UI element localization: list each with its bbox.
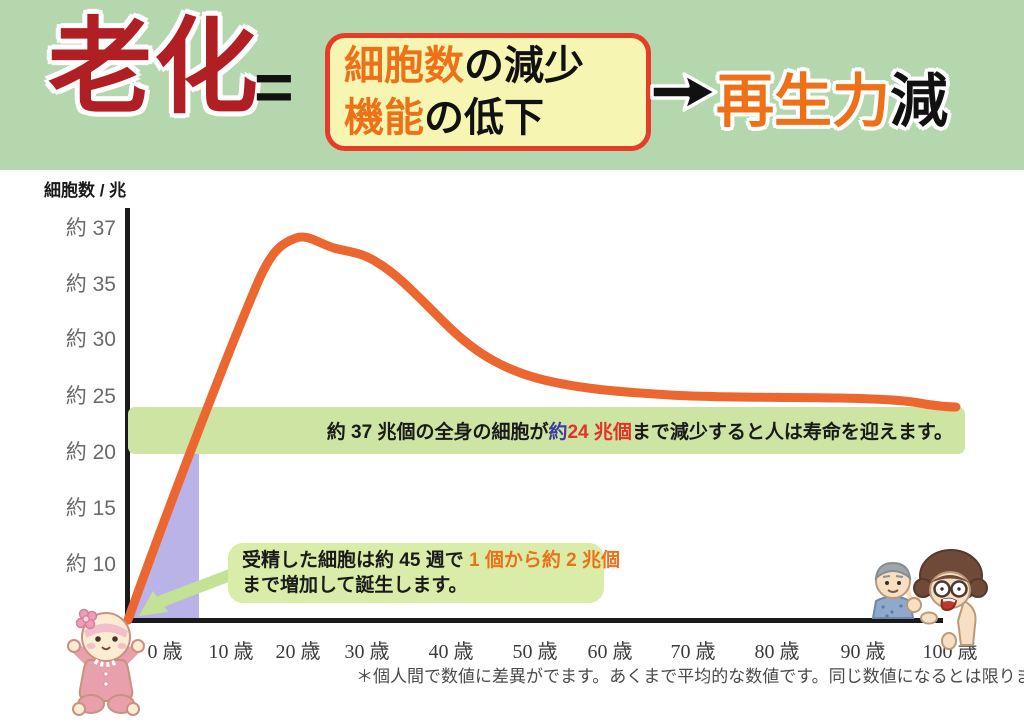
lifespan-band: 約 37 兆個の全身の細胞が約 24 兆個 まで減少すると人は寿命を迎えます。 [128, 407, 965, 454]
grandpa-figure [871, 561, 924, 619]
definition-line-1-rest: の減少 [464, 44, 584, 88]
callout-line-2: まで増加して誕生します。 [242, 573, 590, 598]
x-tick-50: 50 歳 [512, 641, 558, 663]
callout-line-1-black: 受精した細胞は約 45 週で [242, 550, 469, 571]
x-tick-100: 100 歳 [922, 641, 978, 663]
right-arrow-icon [650, 72, 718, 112]
y-tick-37: 約 37 [65, 217, 116, 240]
page-title: 老化 [48, 10, 261, 126]
definition-line-2-highlight: 機能 [344, 96, 424, 140]
definition-box: 細胞数の減少 機能の低下 [325, 33, 651, 151]
equals-sign: = [254, 49, 294, 125]
band-text-black-2: まで減少すると人は寿命を迎えます。 [631, 422, 953, 443]
elderly-couple-illustration [871, 549, 988, 650]
y-tick-25: 約 25 [65, 385, 116, 408]
x-tick-30: 30 歳 [344, 641, 390, 663]
x-tick-20: 20 歳 [275, 641, 321, 663]
result-rest: 減 [890, 69, 949, 134]
definition-line-2-rest: の低下 [424, 96, 544, 140]
footnote: ＊個人間で数値に差異がでます。あくまで平均的な数値です。同じ数値になるとは限りま… [356, 667, 1024, 686]
result-highlight: 再生力 [716, 69, 891, 134]
grandma-figure [913, 549, 988, 650]
x-tick-70: 70 歳 [670, 641, 716, 663]
callout-line-1: 受精した細胞は約 45 週で 1 個から約 2 兆個 [242, 548, 620, 573]
x-tick-60: 60 歳 [587, 641, 633, 663]
callout-line-2-black: まで増加して誕生します。 [242, 575, 468, 596]
x-tick-80: 80 歳 [754, 641, 800, 663]
x-tick-0: 0 歳 [147, 641, 183, 663]
header-banner: 老化 = 細胞数の減少 機能の低下 再生力減 [0, 0, 1024, 170]
definition-line-2: 機能の低下 [344, 92, 646, 144]
callout-line-1-orange: 1 個から約 2 兆個 [468, 550, 620, 571]
y-tick-35: 約 35 [65, 273, 116, 296]
y-tick-30: 約 30 [65, 328, 116, 351]
x-tick-90: 90 歳 [840, 641, 886, 663]
y-tick-20: 約 20 [65, 441, 116, 464]
result-text: 再生力減 [716, 54, 948, 138]
birth-callout: 受精した細胞は約 45 週で 1 個から約 2 兆個 まで増加して誕生します。 [228, 543, 620, 603]
definition-line-1: 細胞数の減少 [344, 40, 646, 92]
baby-illustration [67, 608, 145, 716]
band-text-black-1: 約 37 兆個の全身の細胞が [326, 422, 549, 443]
band-text-blue: 約 [548, 422, 568, 443]
band-text-red: 24 兆個 [567, 422, 632, 443]
x-tick-40: 40 歳 [428, 641, 474, 663]
y-tick-15: 約 15 [65, 497, 116, 520]
y-axis-line [125, 208, 130, 623]
y-axis-title: 細胞数 / 兆 [44, 181, 127, 200]
x-axis-line [125, 618, 943, 623]
y-tick-10: 約 10 [65, 553, 116, 576]
x-tick-10: 10 歳 [208, 641, 254, 663]
definition-line-1-highlight: 細胞数 [344, 44, 464, 88]
